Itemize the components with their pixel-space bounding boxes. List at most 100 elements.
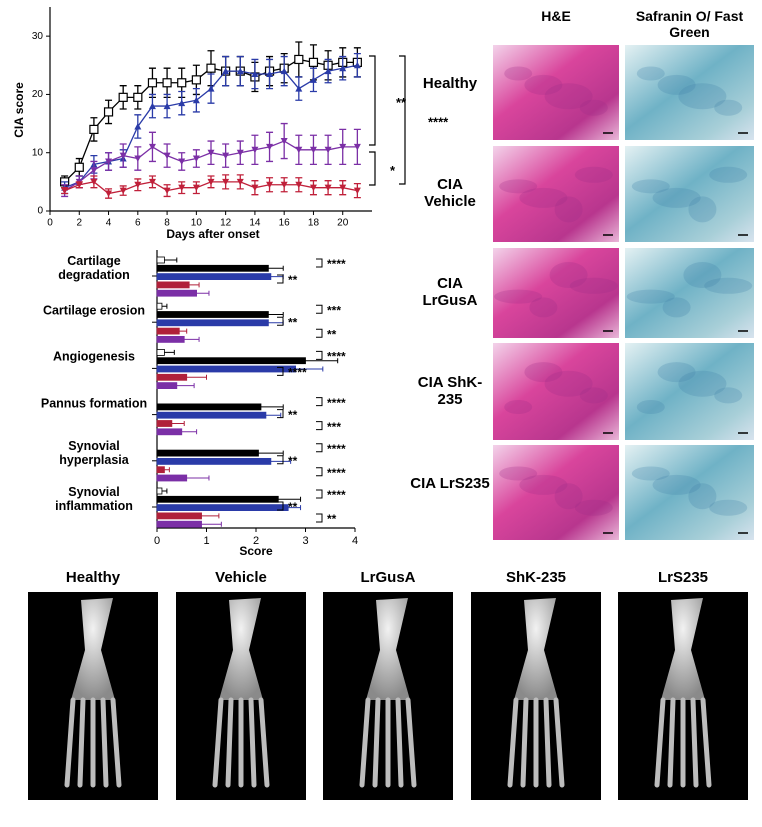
digit	[654, 697, 666, 788]
error-bar	[305, 358, 339, 364]
bar	[156, 382, 178, 390]
error-bar	[186, 475, 210, 481]
micrograph	[625, 343, 754, 440]
y-axis-label: CIA score	[12, 82, 26, 138]
marker	[339, 143, 347, 151]
tissue-texture	[678, 370, 727, 397]
marker	[324, 67, 332, 75]
bar	[156, 428, 183, 436]
category-label: Synovial hyperplasia	[59, 438, 129, 467]
significance-bracket	[316, 328, 323, 338]
marker	[236, 178, 244, 186]
error-bar	[164, 349, 175, 355]
significance-bracket	[316, 513, 323, 523]
micrograph	[493, 45, 619, 140]
significance-label: ****	[327, 396, 346, 410]
bar	[156, 289, 197, 297]
error-bar	[164, 467, 170, 473]
tissue-texture	[652, 187, 701, 208]
significance-bracket	[316, 443, 323, 453]
digit	[405, 697, 417, 788]
significance-label: ****	[428, 114, 449, 129]
error-bar	[201, 513, 220, 519]
marker	[207, 85, 215, 92]
digit	[77, 697, 86, 788]
marker	[163, 187, 171, 195]
marker	[74, 162, 84, 172]
tissue-texture	[499, 466, 538, 481]
marker	[236, 67, 244, 75]
column-header: Safranin O/ Fast Green	[635, 8, 744, 41]
tissue-texture	[652, 474, 701, 495]
x-tick-label: 2	[253, 535, 259, 547]
error-bar	[201, 521, 222, 527]
tissue-texture	[688, 196, 717, 223]
x-tick-label: 10	[191, 218, 203, 229]
marker	[90, 167, 98, 174]
error-bar	[171, 421, 185, 426]
marker	[222, 178, 230, 186]
error-bar	[189, 282, 200, 288]
significance-bracket	[277, 366, 284, 376]
significance-bracket	[316, 350, 323, 360]
error-bar	[186, 374, 207, 380]
significance-label: **	[288, 454, 298, 468]
marker	[162, 78, 172, 88]
significance-label: **	[288, 500, 298, 514]
micrograph	[493, 248, 619, 338]
error-bar	[184, 336, 200, 342]
marker	[178, 99, 186, 107]
bar	[156, 311, 269, 318]
tissue-texture	[704, 277, 753, 294]
significance-label: **	[288, 273, 298, 287]
marker	[266, 70, 274, 78]
bar	[156, 327, 180, 335]
error-bar	[176, 383, 195, 389]
marker	[134, 155, 142, 163]
tissue-texture	[579, 99, 608, 116]
marker	[105, 190, 113, 198]
error-bar	[270, 458, 292, 464]
tissue-texture	[662, 297, 691, 318]
bone	[366, 598, 410, 700]
x-tick-label: 14	[249, 218, 261, 229]
significance-label: ****	[327, 350, 346, 364]
micrograph	[493, 445, 619, 540]
error-bar	[164, 257, 178, 263]
marker	[192, 155, 200, 163]
error-bar	[260, 404, 284, 410]
bar	[156, 474, 188, 482]
marker	[251, 184, 259, 192]
tissue-texture	[678, 83, 727, 110]
marker	[251, 146, 259, 154]
error-bar	[295, 366, 324, 372]
marker	[133, 92, 143, 102]
ct-label: Vehicle	[215, 569, 267, 586]
significance-bracket	[369, 55, 376, 146]
marker	[295, 85, 303, 92]
significance-bracket	[316, 421, 323, 431]
marker	[236, 149, 244, 157]
significance-label: ****	[327, 488, 346, 502]
x-tick-label: 20	[337, 218, 349, 229]
y-tick-label: 0	[37, 206, 43, 217]
marker	[89, 124, 99, 135]
bone	[661, 598, 705, 700]
bar	[156, 457, 272, 465]
tissue-texture	[714, 99, 743, 116]
digit	[248, 697, 257, 788]
error-bar	[161, 488, 168, 494]
tissue-texture	[631, 179, 670, 194]
micrograph	[493, 146, 619, 242]
tissue-texture	[688, 483, 717, 510]
tissue-texture	[709, 499, 748, 516]
marker	[177, 78, 187, 88]
marker	[134, 181, 142, 189]
error-bar	[258, 450, 284, 456]
significance-bracket	[316, 304, 323, 314]
error-bar	[268, 312, 284, 317]
marker	[134, 122, 142, 130]
bone	[514, 598, 558, 700]
marker	[148, 143, 156, 151]
